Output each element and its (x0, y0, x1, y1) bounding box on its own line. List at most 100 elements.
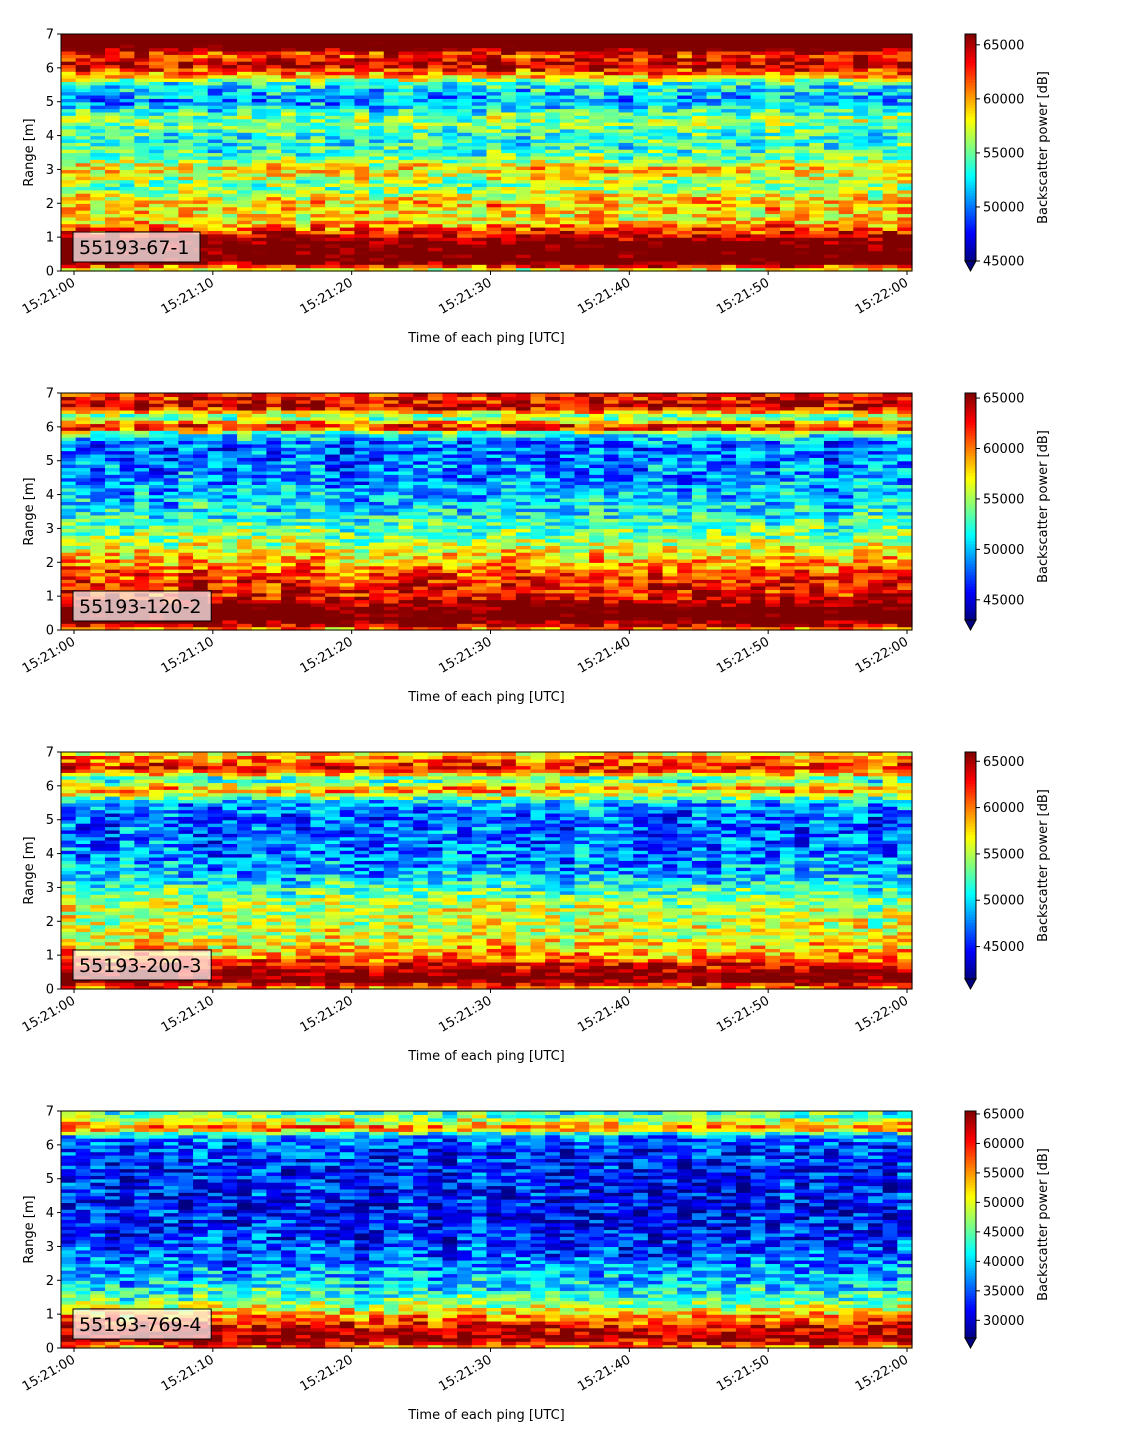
heatmap-cell (853, 78, 869, 82)
heatmap-cell (794, 105, 810, 110)
heatmap-cell (765, 37, 781, 42)
heatmap-cell (310, 142, 326, 147)
heatmap-cell (413, 247, 429, 252)
heatmap-cell (515, 74, 532, 79)
heatmap-cell (207, 433, 223, 438)
heatmap-cell (809, 243, 825, 248)
heatmap-cell (647, 78, 664, 82)
colorbar-step (965, 173, 976, 177)
heatmap-cell (633, 230, 649, 235)
heatmap-cell (383, 84, 400, 89)
heatmap-cell (310, 162, 326, 167)
heatmap-cell (178, 470, 194, 475)
heatmap-cell (222, 105, 238, 110)
heatmap-cell (427, 264, 444, 269)
heatmap-cell (222, 199, 238, 204)
heatmap-cell (105, 54, 121, 59)
heatmap-cell (119, 535, 135, 540)
heatmap-cell (735, 138, 752, 143)
heatmap-cell (413, 260, 429, 265)
heatmap-cell (838, 216, 854, 221)
heatmap-cell (867, 257, 884, 262)
heatmap-cell (178, 413, 194, 418)
heatmap-cell (207, 145, 223, 150)
heatmap-cell (823, 254, 840, 259)
heatmap-cell (61, 575, 77, 580)
heatmap-cell (603, 196, 620, 201)
heatmap-cell (809, 257, 825, 262)
heatmap-cell (618, 44, 634, 49)
heatmap-cell (61, 142, 77, 147)
heatmap-cell (750, 40, 766, 45)
heatmap-cell (515, 240, 532, 245)
heatmap-cell (442, 135, 458, 140)
heatmap-cell (882, 213, 898, 218)
heatmap-cell (354, 223, 370, 228)
heatmap-cell (618, 78, 634, 82)
heatmap-cell (90, 497, 106, 502)
heatmap-cell (354, 233, 370, 238)
heatmap-cell (207, 440, 223, 445)
heatmap-cell (310, 206, 326, 211)
heatmap-cell (163, 572, 179, 577)
heatmap-cell (589, 54, 605, 59)
heatmap-cell (149, 74, 165, 79)
heatmap-cell (882, 169, 898, 174)
heatmap-cell (325, 125, 341, 130)
heatmap-cell (61, 623, 77, 628)
heatmap-cell (662, 98, 678, 103)
heatmap-cell (867, 84, 884, 89)
heatmap-cell (471, 91, 488, 96)
heatmap-cell (897, 264, 913, 269)
heatmap-cell (119, 176, 135, 181)
heatmap-cell (119, 623, 135, 628)
heatmap-cell (75, 267, 91, 272)
heatmap-cell (471, 223, 488, 228)
heatmap-cell (589, 98, 605, 103)
heatmap-cell (486, 172, 502, 177)
heatmap-cell (354, 57, 370, 62)
heatmap-cell (765, 223, 781, 228)
heatmap-cell (662, 149, 678, 154)
heatmap-cell (207, 91, 223, 96)
heatmap-cell (677, 67, 693, 72)
heatmap-cell (618, 98, 634, 103)
heatmap-cell (897, 226, 913, 231)
heatmap-cell (105, 430, 121, 435)
heatmap-cell (457, 220, 473, 225)
heatmap-cell (178, 572, 194, 577)
heatmap-cell (193, 88, 209, 93)
heatmap-cell (457, 40, 473, 45)
heatmap-cell (413, 71, 429, 76)
heatmap-cell (765, 260, 781, 265)
heatmap-cell (193, 525, 209, 530)
heatmap-cell (457, 264, 473, 269)
heatmap-cell (119, 511, 135, 516)
heatmap-cell (442, 233, 458, 238)
heatmap-cell (706, 98, 722, 103)
heatmap-cell (765, 254, 781, 259)
heatmap-cell (383, 47, 400, 52)
heatmap-cell (149, 40, 165, 45)
heatmap-cell (383, 264, 400, 269)
heatmap-cell (647, 230, 664, 235)
heatmap-cell (310, 189, 326, 194)
heatmap-cell (794, 132, 810, 137)
heatmap-cell (413, 57, 429, 62)
heatmap-cell (574, 166, 590, 171)
heatmap-cell (823, 64, 840, 69)
heatmap-cell (662, 247, 678, 252)
heatmap-cell (838, 88, 854, 93)
heatmap-cell (207, 558, 223, 563)
heatmap-cell (75, 223, 91, 228)
heatmap-cell (545, 125, 561, 130)
heatmap-cell (90, 111, 106, 116)
colorbar-step (965, 255, 976, 259)
heatmap-cell (442, 94, 458, 99)
heatmap-cell (398, 247, 414, 252)
heatmap-cell (251, 81, 268, 86)
heatmap-cell (515, 101, 532, 106)
heatmap-cell (867, 50, 884, 55)
heatmap-cell (354, 44, 370, 49)
heatmap-cell (853, 138, 869, 143)
